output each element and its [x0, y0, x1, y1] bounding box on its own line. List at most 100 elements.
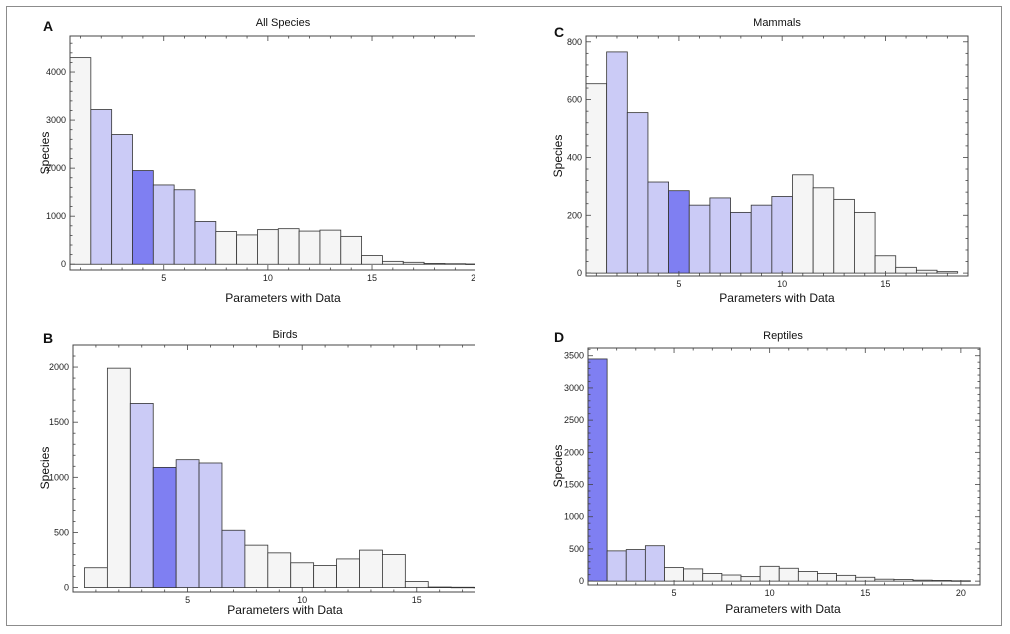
bar — [111, 134, 133, 265]
bar — [132, 170, 154, 265]
bar — [244, 544, 269, 588]
panel-letter: D — [554, 329, 564, 345]
bar — [404, 581, 429, 588]
bar — [215, 231, 238, 265]
y-tick-label: 500 — [569, 544, 584, 554]
bar — [423, 263, 446, 265]
bar — [664, 567, 685, 582]
bar — [915, 269, 938, 274]
y-tick-label: 3000 — [564, 383, 584, 393]
bar — [298, 230, 321, 265]
plot-frame — [72, 344, 475, 593]
bar — [277, 228, 300, 265]
plot-frame — [585, 35, 969, 277]
bar — [194, 221, 217, 265]
bar-group — [585, 51, 959, 274]
y-tick-label: 1500 — [564, 480, 584, 490]
y-tick-label: 1000 — [564, 512, 584, 522]
bar — [361, 255, 383, 265]
bar — [854, 211, 876, 274]
bar — [465, 263, 475, 265]
y-tick-label: 2000 — [49, 362, 69, 372]
plot-frame — [69, 35, 475, 271]
bar — [936, 271, 959, 274]
bar — [90, 109, 113, 265]
x-tick-label: 5 — [676, 279, 681, 289]
chart-title: All Species — [256, 17, 311, 29]
bar — [931, 580, 952, 582]
bar-group — [84, 367, 475, 589]
y-tick-label: 2000 — [46, 163, 66, 173]
panel-birds: B Birds Parameters with Data Species 5 10… — [38, 329, 475, 617]
y-axis-label: Species — [38, 132, 52, 175]
y-tick-label: 200 — [567, 210, 582, 220]
y-tick-label: 1000 — [49, 472, 69, 482]
bar — [797, 571, 818, 582]
bar — [647, 181, 669, 274]
bar — [198, 462, 223, 588]
panel-letter: B — [43, 330, 53, 346]
bar — [817, 573, 837, 582]
bar — [812, 187, 835, 274]
y-tick-label: 1500 — [49, 417, 69, 427]
bar — [709, 197, 731, 274]
figure-frame — [6, 6, 1002, 626]
x-tick-label: 15 — [880, 279, 890, 289]
panel-mammals: C Mammals Parameters with Data Species 5… — [551, 17, 969, 305]
panel-letter: A — [43, 18, 53, 34]
y-tick-label: 2000 — [564, 447, 584, 457]
bar — [236, 234, 258, 265]
bar — [173, 189, 196, 265]
x-tick-label: 15 — [860, 588, 870, 598]
x-axis-label: Parameters with Data — [227, 603, 343, 617]
x-axis-label: Parameters with Data — [719, 291, 835, 305]
bar — [606, 51, 628, 274]
y-tick-label: 1000 — [46, 211, 66, 221]
y-tick-label: 3500 — [564, 351, 584, 361]
bar — [750, 204, 773, 274]
y-tick-label: 600 — [567, 95, 582, 105]
bar — [606, 550, 627, 582]
y-tick-label: 3000 — [46, 115, 66, 125]
bar — [106, 367, 131, 588]
bar — [69, 57, 92, 265]
bar — [792, 174, 814, 274]
x-tick-label: 5 — [185, 595, 190, 605]
x-tick-label: 20 — [471, 273, 475, 283]
bar — [267, 552, 292, 588]
bar — [730, 211, 752, 274]
bar — [313, 565, 337, 588]
y-tick-label: 0 — [61, 259, 66, 269]
y-tick-label: 400 — [567, 152, 582, 162]
x-tick-label: 5 — [161, 273, 166, 283]
y-axis-label: Species — [551, 445, 565, 488]
bar — [644, 545, 665, 582]
bar — [84, 567, 108, 588]
bar — [175, 459, 200, 588]
bar — [427, 586, 452, 588]
y-tick-label: 800 — [567, 37, 582, 47]
bar — [702, 573, 723, 582]
panel-all-species: A All Species Parameters with Data Speci… — [38, 17, 475, 305]
x-tick-label: 10 — [297, 595, 307, 605]
bar — [893, 579, 914, 582]
bar — [721, 574, 742, 582]
y-tick-label: 0 — [64, 583, 69, 593]
bar — [221, 529, 246, 588]
bar — [129, 403, 154, 588]
bar — [402, 261, 425, 265]
y-tick-label: 2500 — [564, 415, 584, 425]
bar-group — [69, 57, 475, 265]
bar — [874, 578, 895, 582]
y-tick-label: 0 — [579, 576, 584, 586]
bar — [382, 260, 404, 265]
x-tick-label: 15 — [367, 273, 377, 283]
chart-title: Birds — [272, 329, 298, 341]
bar — [450, 586, 475, 589]
x-tick-label: 10 — [765, 588, 775, 598]
bar — [152, 466, 177, 588]
x-tick-label: 20 — [956, 588, 966, 598]
y-tick-label: 4000 — [46, 67, 66, 77]
bar — [444, 263, 467, 265]
plot-frame — [587, 347, 981, 586]
